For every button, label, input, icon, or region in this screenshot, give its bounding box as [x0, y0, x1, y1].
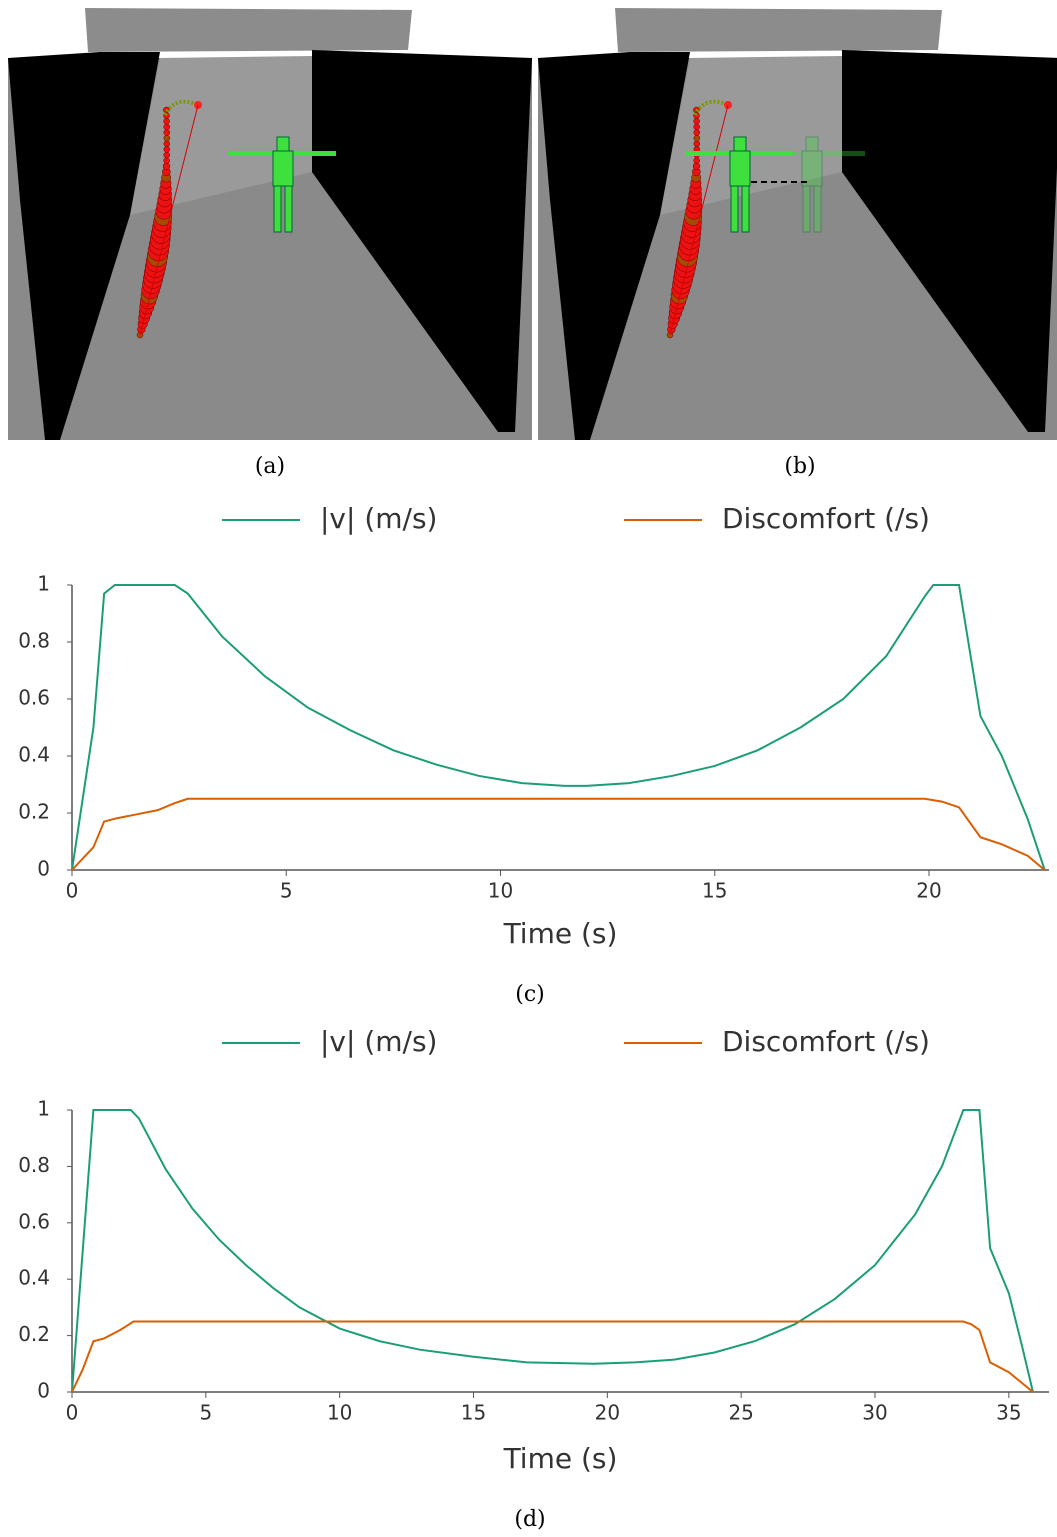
- series-line: [71, 1320, 1034, 1393]
- trail-point: [163, 151, 171, 159]
- leg: [802, 185, 811, 233]
- right-wall: [312, 50, 532, 432]
- x-tick-label: 5: [199, 1401, 212, 1425]
- person: [228, 136, 336, 233]
- y-tick-label: 0.6: [18, 1209, 50, 1233]
- head: [805, 136, 819, 152]
- series-line: [71, 1109, 1034, 1393]
- scenes: [8, 8, 1057, 440]
- back-wall: [85, 8, 412, 52]
- legend-label: Discomfort (/s): [722, 1025, 930, 1058]
- x-tick-label: 10: [327, 1401, 352, 1425]
- y-tick-label: 0: [37, 1379, 50, 1403]
- x-tick-label: 0: [66, 1401, 79, 1425]
- gaze: [669, 104, 729, 336]
- trail-point: [693, 140, 701, 147]
- x-axis-label: Time (s): [503, 917, 618, 950]
- person: [685, 136, 793, 233]
- x-tick-label: 20: [595, 1401, 620, 1425]
- x-axis-label: Time (s): [503, 1442, 618, 1475]
- trail-point: [163, 134, 171, 142]
- x-tick-label: 35: [996, 1401, 1021, 1425]
- series-line: [71, 797, 1046, 871]
- leg: [730, 185, 739, 233]
- trail-point: [163, 129, 171, 136]
- trail-point: [163, 118, 170, 125]
- legend-label: |v| (m/s): [320, 1025, 437, 1058]
- back-area: [660, 56, 842, 215]
- series-line: [71, 584, 1046, 871]
- torso: [801, 150, 823, 187]
- left-wall: [538, 52, 690, 440]
- y-tick-label: 1: [37, 1097, 50, 1121]
- head: [733, 136, 747, 152]
- torso: [272, 150, 294, 187]
- legend-label: Discomfort (/s): [722, 502, 930, 535]
- leg: [273, 185, 282, 233]
- x-tick-label: 0: [66, 879, 79, 903]
- gaze: [139, 104, 199, 336]
- x-tick-label: 30: [862, 1401, 887, 1425]
- trail-point: [163, 123, 170, 131]
- y-tick-label: 0.2: [18, 1322, 50, 1346]
- legend-label: |v| (m/s): [320, 502, 437, 535]
- left-wall: [8, 52, 160, 440]
- trail-point: [163, 157, 170, 164]
- back-area: [130, 56, 312, 215]
- back-wall: [615, 8, 942, 52]
- x-tick-label: 25: [728, 1401, 753, 1425]
- arms: [757, 151, 865, 156]
- x-tick-label: 15: [461, 1401, 486, 1425]
- leg: [284, 185, 293, 233]
- leg: [741, 185, 750, 233]
- caption: (b): [784, 454, 815, 479]
- trail-point: [163, 146, 171, 153]
- x-tick-label: 5: [280, 879, 293, 903]
- y-tick-label: 1: [37, 572, 50, 596]
- trail-point: [693, 134, 701, 142]
- leg: [813, 185, 822, 233]
- caption: (d): [514, 1507, 545, 1532]
- trail-point: [163, 140, 171, 147]
- trail-point: [693, 129, 701, 136]
- scene: [8, 8, 532, 440]
- y-tick-label: 0.4: [18, 743, 50, 767]
- y-tick-label: 0.8: [18, 629, 50, 653]
- y-tick-label: 0.4: [18, 1266, 50, 1290]
- y-tick-label: 0.8: [18, 1153, 50, 1177]
- y-tick-label: 0.6: [18, 686, 50, 710]
- x-tick-label: 10: [488, 879, 513, 903]
- head: [276, 136, 290, 152]
- trail-point: [693, 123, 700, 131]
- y-tick-label: 0.2: [18, 800, 50, 824]
- torso: [729, 150, 751, 187]
- scene: [538, 8, 1057, 440]
- person: [757, 136, 865, 233]
- caption: (a): [255, 454, 285, 479]
- caption: (c): [515, 982, 545, 1007]
- x-tick-label: 15: [702, 879, 727, 903]
- y-tick-label: 0: [37, 857, 50, 881]
- trail-point: [693, 157, 700, 164]
- right-wall: [842, 50, 1057, 432]
- trail-point: [693, 118, 700, 125]
- x-tick-label: 20: [916, 879, 941, 903]
